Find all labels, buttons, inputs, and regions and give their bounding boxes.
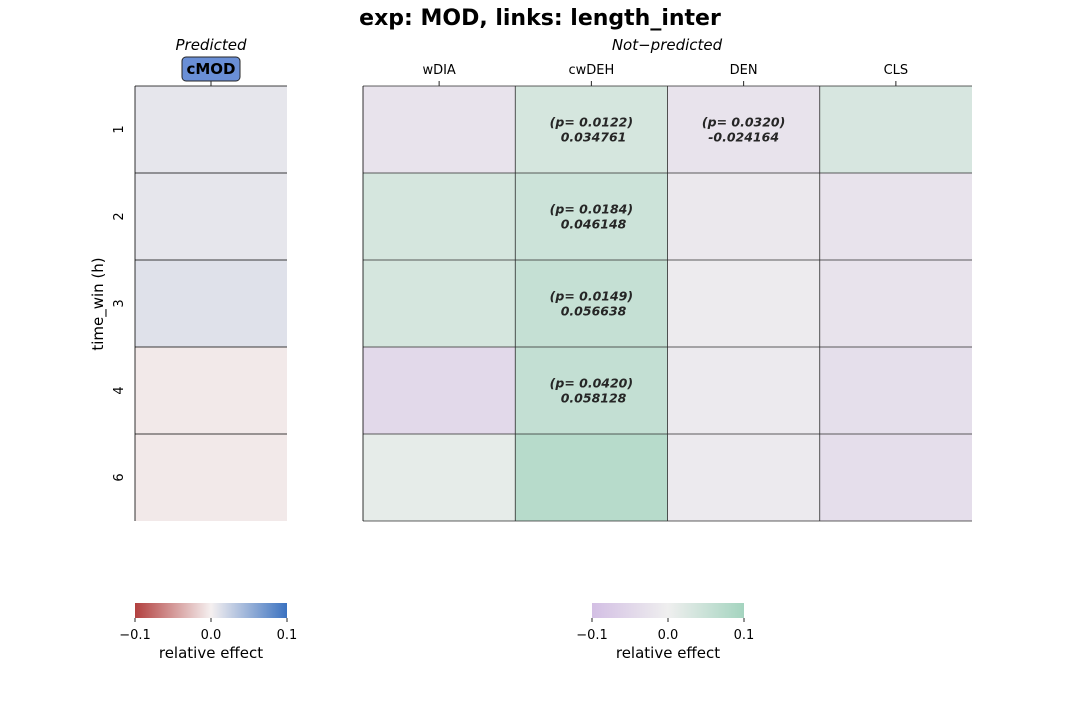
heatmap-cell bbox=[135, 86, 287, 173]
heatmap-cell bbox=[667, 434, 820, 521]
cell-annotation-line: 0.034761 bbox=[556, 130, 626, 145]
heatmap-cell bbox=[515, 434, 668, 521]
y-tick-label: 4 bbox=[112, 386, 127, 394]
y-tick-label: 3 bbox=[112, 299, 127, 307]
panel-subtitle-not-predicted: Not−predicted bbox=[612, 36, 723, 54]
heatmap-cell bbox=[819, 173, 972, 260]
colorbar-tick-label: −0.1 bbox=[576, 628, 608, 643]
y-axis-label: time_win (h) bbox=[89, 257, 108, 350]
x-tick-label: DEN bbox=[730, 63, 758, 78]
cell-annotation: (p= 0.0320) -0.024164 bbox=[702, 115, 785, 145]
cell-annotation-line: 0.058128 bbox=[556, 391, 626, 406]
chart-title: exp: MOD, links: length_inter bbox=[359, 6, 721, 31]
cell-annotation-line: (p= 0.0184) bbox=[550, 202, 633, 217]
heatmap-cell bbox=[819, 86, 972, 173]
heatmap-cell bbox=[667, 86, 820, 173]
colorbar-not-predicted-label: relative effect bbox=[616, 644, 720, 662]
cell-annotation: (p= 0.0149) 0.056638 bbox=[550, 289, 633, 319]
x-tick-label: wDIA bbox=[422, 63, 455, 78]
heatmap-cell bbox=[135, 434, 287, 521]
colorbar-tick-label: 0.0 bbox=[201, 628, 222, 643]
cell-annotation-line: (p= 0.0320) bbox=[702, 115, 785, 130]
heatmap-cell bbox=[667, 260, 820, 347]
cell-annotation-line: 0.056638 bbox=[556, 304, 626, 319]
colorbar-tick-label: 0.0 bbox=[658, 628, 679, 643]
colorbar-tick-label: 0.1 bbox=[734, 628, 755, 643]
heatmap-cell bbox=[135, 260, 287, 347]
colorbar-not-predicted-ticks: −0.1 0.0 0.1 bbox=[576, 618, 754, 643]
heatmap-cell bbox=[363, 86, 516, 173]
heatmap-cell bbox=[363, 260, 516, 347]
x-tick-label: cMOD bbox=[186, 60, 235, 78]
heatmap-cell bbox=[515, 173, 668, 260]
heatmap-cell bbox=[515, 347, 668, 434]
heatmap-cell bbox=[135, 347, 287, 434]
heatmap-cell bbox=[667, 173, 820, 260]
colorbar-tick-label: −0.1 bbox=[119, 628, 151, 643]
heatmap-cell bbox=[667, 347, 820, 434]
heatmap-cell bbox=[363, 434, 516, 521]
heatmap-predicted: cMOD 1 2 3 4 6 bbox=[112, 56, 287, 521]
cell-annotation-line: (p= 0.0122) bbox=[550, 115, 633, 130]
cell-annotation-line: (p= 0.0420) bbox=[550, 376, 633, 391]
y-tick-label: 6 bbox=[112, 473, 127, 481]
x-tick-label-box bbox=[181, 56, 241, 82]
panel-subtitle-predicted: Predicted bbox=[175, 36, 246, 54]
cell-annotation-line: (p= 0.0149) bbox=[550, 289, 633, 304]
x-tick-label: cwDEH bbox=[568, 63, 614, 78]
cell-annotation: (p= 0.0184) 0.046148 bbox=[550, 202, 633, 232]
heatmap-not-predicted: (p= 0.0122) 0.034761 (p= 0.0320) -0.024164… bbox=[362, 63, 972, 522]
heatmap-cell bbox=[819, 260, 972, 347]
heatmap-cell bbox=[819, 347, 972, 434]
heatmap-cell bbox=[819, 434, 972, 521]
heatmap-cell bbox=[135, 173, 287, 260]
heatmap-cell bbox=[363, 347, 516, 434]
cell-annotation: (p= 0.0122) 0.034761 bbox=[550, 115, 633, 145]
heatmap-cell bbox=[363, 173, 516, 260]
colorbar-not-predicted bbox=[592, 603, 744, 618]
heatmap-cell bbox=[515, 260, 668, 347]
cell-annotation-line: -0.024164 bbox=[708, 130, 779, 145]
colorbar-tick-label: 0.1 bbox=[277, 628, 298, 643]
cell-annotation-line: 0.046148 bbox=[556, 217, 626, 232]
x-tick-label: CLS bbox=[884, 63, 909, 78]
colorbar-predicted bbox=[135, 603, 287, 618]
heatmap-cell bbox=[515, 86, 668, 173]
cell-annotation: (p= 0.0420) 0.058128 bbox=[550, 376, 633, 406]
y-tick-label: 1 bbox=[112, 125, 127, 133]
colorbar-predicted-label: relative effect bbox=[159, 644, 263, 662]
colorbar-predicted-ticks: −0.1 0.0 0.1 bbox=[119, 618, 297, 643]
y-tick-label: 2 bbox=[112, 212, 127, 220]
